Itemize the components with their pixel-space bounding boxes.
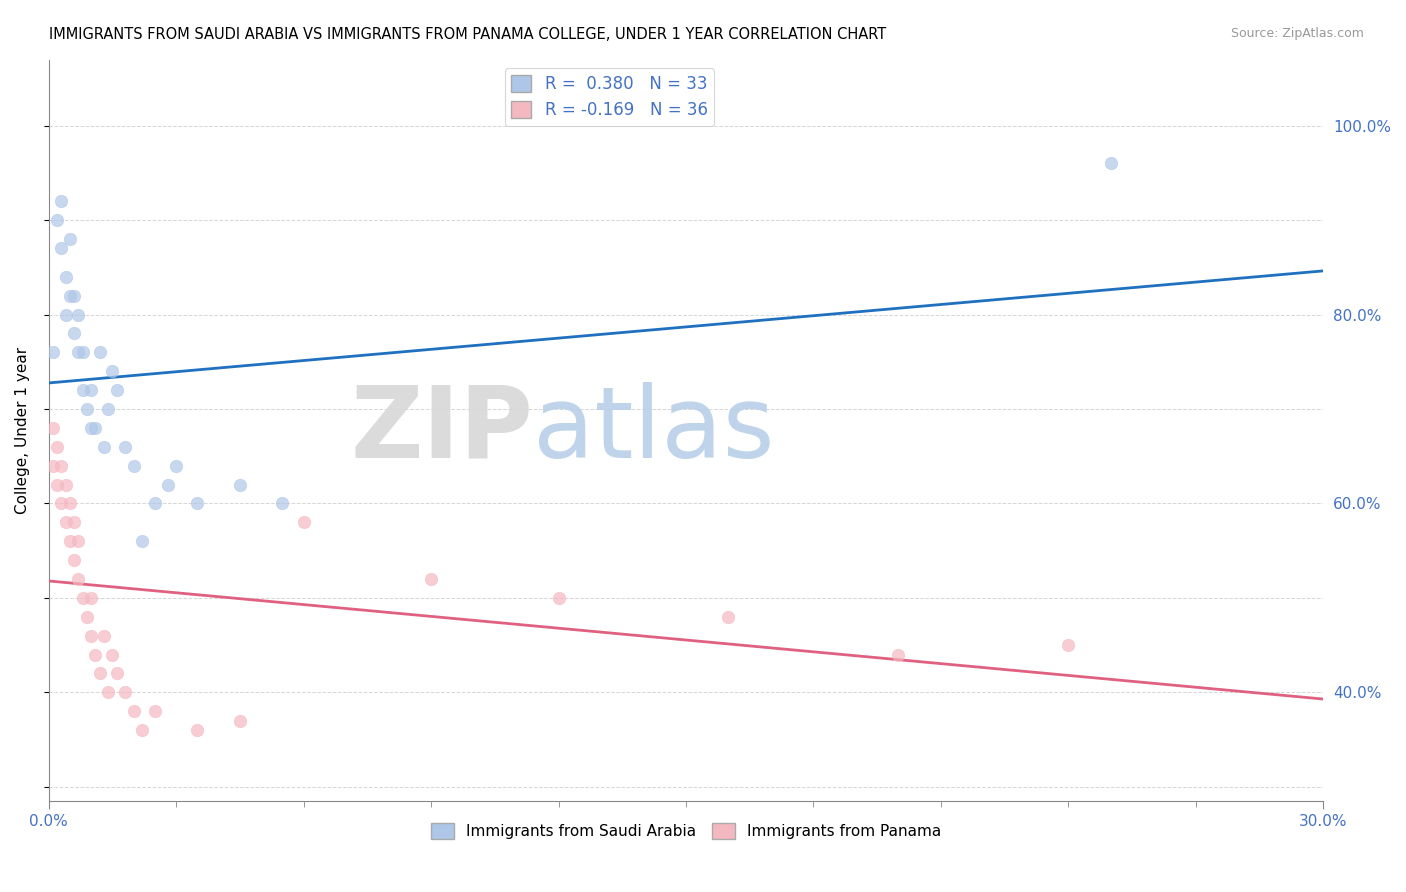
- Point: [80, 629, 103, 643]
- Y-axis label: College, Under 1 year: College, Under 1 year: [15, 347, 30, 514]
- Point: [131, 534, 153, 549]
- Point: [51, 458, 73, 473]
- Point: [717, 609, 740, 624]
- Point: [84, 421, 107, 435]
- Text: IMMIGRANTS FROM SAUDI ARABIA VS IMMIGRANTS FROM PANAMA COLLEGE, UNDER 1 YEAR COR: IMMIGRANTS FROM SAUDI ARABIA VS IMMIGRAN…: [49, 27, 886, 42]
- Point: [80, 591, 103, 605]
- Point: [97, 685, 120, 699]
- Point: [101, 648, 124, 662]
- Legend: Immigrants from Saudi Arabia, Immigrants from Panama: Immigrants from Saudi Arabia, Immigrants…: [425, 817, 948, 845]
- Point: [101, 364, 124, 378]
- Point: [1099, 156, 1122, 170]
- Point: [55, 477, 77, 491]
- Point: [76, 609, 98, 624]
- Point: [55, 516, 77, 530]
- Point: [59, 232, 82, 246]
- Point: [271, 496, 294, 510]
- Point: [114, 685, 136, 699]
- Point: [105, 383, 128, 397]
- Point: [122, 458, 145, 473]
- Point: [156, 477, 179, 491]
- Point: [51, 496, 73, 510]
- Point: [165, 458, 187, 473]
- Point: [72, 591, 94, 605]
- Point: [46, 213, 69, 227]
- Point: [229, 477, 252, 491]
- Point: [63, 553, 86, 567]
- Point: [143, 704, 166, 718]
- Point: [67, 345, 90, 359]
- Point: [63, 326, 86, 341]
- Point: [63, 288, 86, 302]
- Point: [51, 242, 73, 256]
- Text: ZIP: ZIP: [350, 382, 533, 479]
- Point: [42, 345, 65, 359]
- Point: [84, 648, 107, 662]
- Point: [114, 440, 136, 454]
- Point: [67, 308, 90, 322]
- Point: [1057, 638, 1080, 652]
- Point: [186, 723, 208, 737]
- Point: [46, 477, 69, 491]
- Point: [42, 421, 65, 435]
- Point: [59, 534, 82, 549]
- Point: [105, 666, 128, 681]
- Text: atlas: atlas: [533, 382, 775, 479]
- Point: [72, 383, 94, 397]
- Point: [42, 458, 65, 473]
- Point: [420, 572, 443, 586]
- Point: [97, 402, 120, 417]
- Point: [55, 269, 77, 284]
- Point: [186, 496, 208, 510]
- Point: [55, 308, 77, 322]
- Point: [76, 402, 98, 417]
- Point: [229, 714, 252, 728]
- Point: [89, 345, 111, 359]
- Point: [67, 572, 90, 586]
- Point: [72, 345, 94, 359]
- Point: [89, 666, 111, 681]
- Point: [80, 421, 103, 435]
- Point: [131, 723, 153, 737]
- Point: [80, 383, 103, 397]
- Point: [59, 496, 82, 510]
- Point: [887, 648, 910, 662]
- Point: [46, 440, 69, 454]
- Point: [51, 194, 73, 209]
- Point: [292, 516, 315, 530]
- Point: [93, 440, 115, 454]
- Text: Source: ZipAtlas.com: Source: ZipAtlas.com: [1230, 27, 1364, 40]
- Point: [63, 516, 86, 530]
- Point: [122, 704, 145, 718]
- Point: [547, 591, 569, 605]
- Point: [93, 629, 115, 643]
- Point: [67, 534, 90, 549]
- Point: [143, 496, 166, 510]
- Point: [59, 288, 82, 302]
